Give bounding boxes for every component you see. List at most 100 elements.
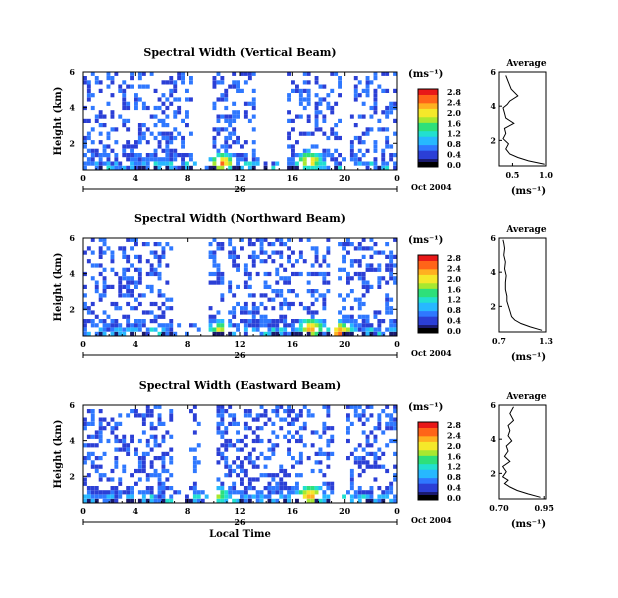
heatmap-cell	[145, 327, 150, 332]
heatmap-cell	[181, 161, 185, 166]
heatmap-cells	[83, 404, 397, 503]
heatmap-cell	[271, 490, 276, 495]
x-tick-label: 12	[234, 506, 245, 516]
heatmap-cell	[145, 498, 150, 503]
heatmap-cell	[283, 473, 288, 478]
heatmap-cell	[232, 293, 237, 298]
heatmap-cell	[291, 118, 295, 123]
heatmap-cell	[385, 263, 390, 268]
heatmap-cell	[137, 157, 142, 162]
heatmap-cell	[349, 114, 354, 119]
heatmap-cell	[346, 293, 350, 298]
heatmap-cell	[228, 157, 233, 162]
heatmap-cell	[149, 490, 154, 495]
heatmap-cell	[90, 319, 95, 324]
heatmap-cell	[251, 438, 256, 444]
heatmap-cell	[98, 237, 103, 242]
heatmap-cell	[212, 84, 217, 89]
heatmap-cell	[161, 468, 166, 474]
heatmap-cell	[389, 498, 394, 503]
heatmap-cell	[118, 289, 123, 294]
heatmap-cell	[310, 490, 315, 495]
heatmap-cell	[373, 327, 378, 332]
heatmap-cell	[330, 153, 335, 158]
heatmap-cell	[287, 237, 291, 242]
heatmap-cell	[130, 438, 134, 444]
heatmap-cell	[243, 473, 248, 478]
heatmap-cell	[385, 71, 390, 76]
heatmap-cell	[287, 486, 291, 491]
heatmap-cell	[263, 237, 268, 242]
heatmap-cell	[287, 97, 291, 102]
heatmap-cell	[232, 250, 237, 255]
heatmap-cell	[153, 135, 158, 141]
heatmap-cell	[283, 323, 288, 328]
heatmap-cell	[161, 481, 166, 486]
heatmap-cell	[326, 331, 331, 336]
colorbar-zero-swatch	[418, 328, 438, 333]
heatmap-cell	[385, 421, 390, 426]
heatmap-cell	[310, 310, 315, 315]
heatmap-cell	[338, 76, 342, 81]
heatmap-cell	[185, 110, 189, 115]
heatmap-cell	[365, 434, 370, 439]
heatmap-cell	[302, 153, 307, 158]
heatmap-cell	[86, 161, 91, 166]
heatmap-cell	[365, 327, 370, 332]
heatmap-cell	[361, 314, 366, 319]
colorbar-tick-label: 0.4	[447, 316, 461, 326]
heatmap-cell	[310, 144, 315, 149]
heatmap-cell	[326, 237, 331, 242]
heatmap-cell	[102, 498, 107, 503]
heatmap-cell	[232, 421, 237, 426]
heatmap-cell	[302, 306, 307, 311]
heatmap-cell	[314, 246, 319, 251]
heatmap-cell	[314, 254, 319, 259]
heatmap-cell	[393, 327, 397, 332]
heatmap-cell	[389, 254, 394, 259]
colorbar-tick-label: 2.0	[447, 274, 461, 284]
heatmap-cell	[122, 88, 127, 93]
average-y-tick-label: 4	[490, 101, 496, 111]
heatmap-cell	[295, 161, 299, 166]
heatmap-cell	[114, 271, 119, 277]
heatmap-cell	[279, 426, 284, 431]
heatmap-cell	[357, 486, 362, 491]
heatmap-cell	[310, 301, 315, 307]
heatmap-cell	[224, 490, 229, 495]
heatmap-cell	[208, 323, 213, 328]
heatmap-cell	[134, 447, 138, 452]
x-tick-label: 20	[339, 506, 351, 516]
heatmap-cell	[157, 118, 162, 123]
heatmap-cell	[110, 417, 115, 422]
heatmap-cell	[326, 93, 331, 98]
heatmap-cell	[306, 310, 311, 315]
heatmap-cell	[157, 131, 162, 136]
heatmap-cell	[90, 157, 95, 162]
heatmap-cell	[153, 404, 158, 409]
heatmap-cell	[236, 254, 240, 259]
heatmap-cell	[161, 161, 166, 166]
heatmap-cell	[192, 494, 197, 499]
heatmap-cell	[369, 404, 374, 409]
heatmap-cell	[192, 404, 197, 409]
heatmap-cell	[334, 123, 339, 128]
heatmap-cell	[149, 263, 154, 268]
heatmap-cell	[353, 157, 358, 162]
heatmap-cell	[102, 284, 107, 289]
heatmap-cell	[357, 460, 362, 465]
colorbar-swatch	[418, 271, 438, 275]
heatmap-cell	[106, 438, 111, 444]
heatmap-cell	[114, 494, 119, 499]
date-label: Oct 2004	[411, 182, 452, 192]
heatmap-cell	[275, 237, 280, 242]
colorbar-tick-label: 1.6	[447, 451, 461, 461]
heatmap-cell	[122, 250, 127, 255]
heatmap-cell	[141, 413, 146, 418]
heatmap-cell	[90, 105, 95, 111]
heatmap-cell	[287, 135, 291, 141]
heatmap-cell	[377, 498, 382, 503]
heatmap-cell	[122, 267, 127, 272]
heatmap-cell	[369, 267, 374, 272]
heatmap-cell	[243, 110, 248, 115]
